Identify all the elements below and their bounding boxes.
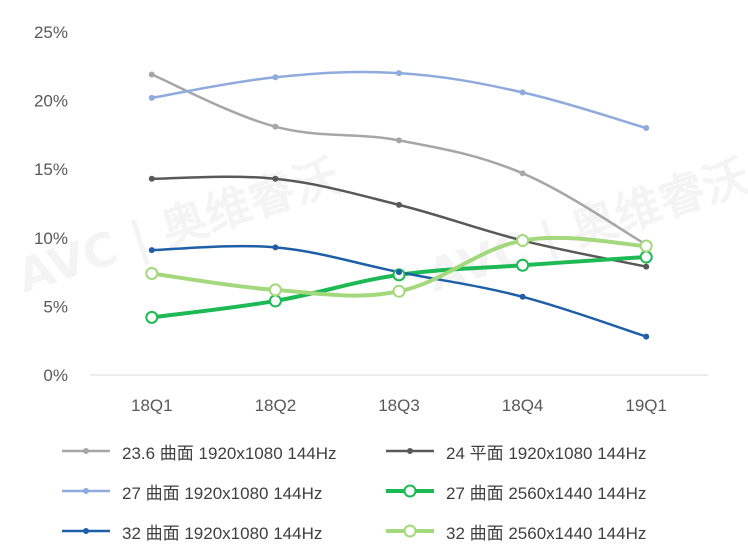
data-point — [145, 266, 159, 280]
data-point — [396, 201, 402, 208]
data-point — [148, 71, 155, 78]
data-point — [272, 244, 279, 251]
legend-swatch — [62, 448, 110, 454]
data-point — [516, 234, 530, 248]
legend-item: 32 曲面 1920x1080 144Hz — [60, 512, 322, 550]
y-tick-label: 25% — [34, 23, 68, 42]
legend-label: 27 曲面 2560x1440 144Hz — [446, 483, 647, 503]
x-tick-label: 18Q2 — [255, 396, 297, 415]
series-line — [150, 70, 648, 130]
data-point — [643, 125, 650, 132]
chart-legend: 23.6 曲面 1920x1080 144Hz 24 平面 1920x1080 1… — [0, 432, 748, 551]
x-tick-label: 18Q1 — [131, 396, 173, 415]
legend-label: 27 曲面 1920x1080 144Hz — [122, 483, 323, 503]
data-point — [519, 170, 526, 177]
legend-swatch — [386, 524, 434, 538]
data-point — [392, 284, 406, 298]
x-axis-ticks: 18Q1 18Q2 18Q3 18Q4 19Q1 — [131, 396, 667, 415]
data-point — [396, 269, 402, 276]
legend-item: 23.6 曲面 1920x1080 144Hz — [60, 432, 337, 470]
x-tick-label: 19Q1 — [625, 396, 667, 415]
data-point — [519, 89, 526, 96]
data-point — [639, 250, 653, 264]
data-point — [643, 263, 650, 270]
y-tick-label: 15% — [34, 160, 68, 179]
legend-swatch — [62, 528, 110, 534]
data-point — [268, 283, 282, 297]
data-point — [643, 333, 650, 340]
legend-label: 24 平面 1920x1080 144Hz — [446, 443, 647, 463]
legend-item: 27 曲面 1920x1080 144Hz — [60, 472, 322, 510]
line-chart: 0% 5% 10% 15% 20% 25% 18Q1 18Q2 18Q3 18Q4 19Q1 — [34, 23, 708, 415]
data-point — [639, 239, 653, 253]
legend-item: 27 曲面 2560x1440 144Hz — [384, 472, 646, 510]
data-point — [148, 94, 155, 101]
legend-label: 23.6 曲面 1920x1080 144Hz — [122, 443, 337, 463]
data-point — [272, 123, 279, 130]
legend-item: 24 平面 1920x1080 144Hz — [384, 432, 646, 470]
legend-swatch — [62, 488, 110, 494]
data-point — [396, 70, 402, 77]
data-point — [272, 175, 279, 182]
data-point — [516, 258, 530, 272]
series-markers — [145, 70, 653, 340]
y-tick-label: 5% — [43, 297, 68, 316]
legend-label: 32 曲面 2560x1440 144Hz — [446, 523, 647, 543]
x-tick-label: 18Q3 — [378, 396, 420, 415]
y-axis-ticks: 0% 5% 10% 15% 20% 25% — [34, 23, 68, 385]
data-point — [148, 247, 155, 254]
y-tick-label: 20% — [34, 92, 68, 111]
series-line — [150, 73, 648, 246]
data-point — [396, 137, 402, 144]
legend-swatch — [386, 448, 434, 454]
legend-label: 32 曲面 1920x1080 144Hz — [122, 523, 323, 543]
x-tick-label: 18Q4 — [502, 396, 544, 415]
y-tick-label: 10% — [34, 229, 68, 248]
series-line — [150, 175, 648, 268]
data-point — [519, 293, 526, 300]
y-tick-label: 0% — [43, 366, 68, 385]
legend-swatch — [386, 484, 434, 498]
data-point — [145, 310, 159, 324]
legend-item: 32 曲面 2560x1440 144Hz — [384, 512, 646, 550]
data-point — [148, 175, 155, 182]
data-point — [268, 294, 282, 308]
data-point — [272, 74, 279, 81]
